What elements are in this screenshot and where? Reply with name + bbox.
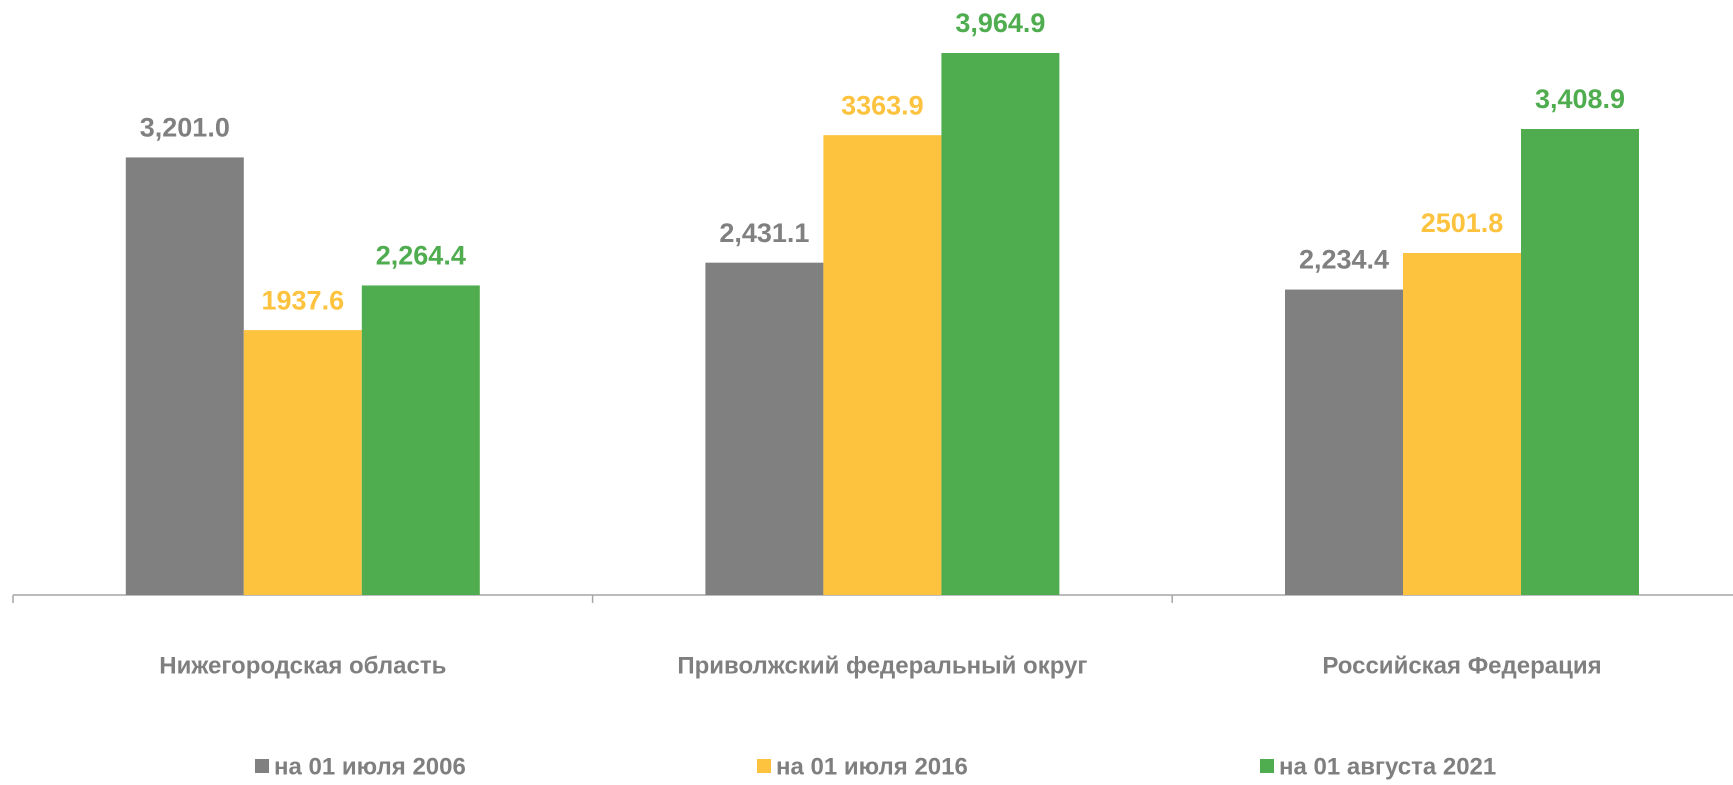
data-label: 3,964.9 xyxy=(955,8,1045,38)
data-label: 1937.6 xyxy=(262,285,345,315)
bar xyxy=(243,330,362,595)
legend-swatch xyxy=(1260,759,1274,773)
legend-label: на 01 июля 2006 xyxy=(274,753,466,780)
bar xyxy=(705,262,824,595)
legend-swatch xyxy=(757,759,771,773)
x-tick-label: Приволжский федеральный округ xyxy=(677,652,1087,679)
data-label: 2,234.4 xyxy=(1299,245,1389,275)
bar xyxy=(1285,289,1403,595)
bar xyxy=(1521,129,1639,595)
data-label: 3363.9 xyxy=(841,90,924,120)
data-label: 2,264.4 xyxy=(376,241,466,271)
x-tick-label: Нижегородская область xyxy=(159,652,446,679)
data-label: 2501.8 xyxy=(1421,208,1504,238)
bar xyxy=(361,285,480,595)
data-label: 2,431.1 xyxy=(719,218,809,248)
legend-swatch xyxy=(255,759,269,773)
legend-label: на 01 июля 2016 xyxy=(776,753,968,780)
bar xyxy=(1403,253,1521,595)
bar xyxy=(941,53,1060,595)
x-tick-label: Российская Федерация xyxy=(1322,652,1601,679)
bar xyxy=(823,135,942,595)
data-label: 3,201.0 xyxy=(140,113,230,143)
data-label: 3,408.9 xyxy=(1535,84,1625,114)
bar xyxy=(125,157,244,595)
legend-label: на 01 августа 2021 xyxy=(1279,753,1496,780)
